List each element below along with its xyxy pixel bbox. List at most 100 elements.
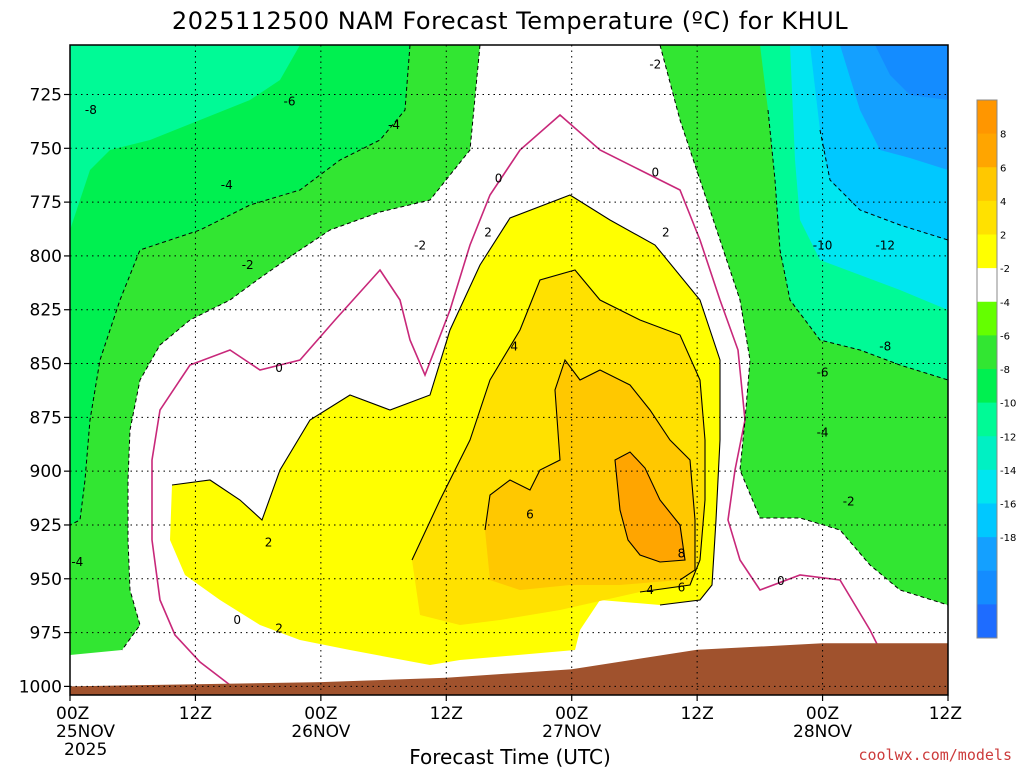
x-tick-label: 12Z [929, 704, 962, 724]
field-plus8 [615, 452, 685, 562]
contour-label: -4 [221, 178, 233, 192]
colorbar-swatch [977, 133, 997, 168]
isotherm-minus2-left [121, 45, 481, 651]
isotherm-eight [614, 451, 686, 563]
colorbar-swatch [977, 301, 997, 336]
contour-label: -6 [284, 94, 296, 108]
x-tick-label: 00Z [304, 704, 337, 724]
colorbar-label: -18 [1000, 533, 1016, 544]
y-tick-label: 850 [30, 355, 62, 375]
colorbar-swatch [977, 570, 997, 605]
contour-label: -2 [242, 258, 254, 272]
grid-lines [70, 45, 948, 695]
contour-label: -10 [813, 238, 833, 252]
contour-label: 2 [275, 622, 283, 636]
y-tick-label: 775 [30, 193, 62, 213]
colorbar-swatch [977, 469, 997, 504]
colorbar-swatch [977, 604, 997, 639]
y-tick-label: 1000 [19, 677, 62, 697]
field-minus16-right [875, 45, 948, 100]
x-tick-label: 12Z [179, 704, 212, 724]
contour-label: 0 [233, 613, 241, 627]
isotherm-minus8-right [767, 109, 948, 381]
colorbar-label: 6 [1000, 163, 1006, 174]
y-tick-label: 950 [30, 570, 62, 590]
contour-label: -2 [414, 238, 426, 252]
plot-frame [69, 44, 949, 696]
isotherm-six [484, 358, 696, 581]
contour-label: 0 [275, 361, 283, 375]
colorbar-label: -4 [1000, 298, 1010, 309]
contour-label: 2 [662, 226, 670, 240]
y-tick-label: 875 [30, 408, 62, 428]
colorbar-swatch [977, 100, 997, 135]
contour-label: 0 [777, 574, 785, 588]
y-tick-label: 900 [30, 462, 62, 482]
colorbar-frame [976, 99, 998, 639]
contour-label: 2 [265, 535, 273, 549]
x-tick-year: 2025 [64, 740, 107, 760]
colorbar-label: -6 [1000, 331, 1010, 342]
contour-label: -8 [85, 103, 97, 117]
isotherm-zero-left [151, 113, 881, 686]
x-tick-label: 00Z [56, 704, 89, 724]
colorbar-swatch [977, 503, 997, 538]
contour-label: 8 [678, 546, 686, 560]
colorbar-label: -8 [1000, 365, 1010, 376]
x-axis-label: Forecast Time (UTC) [409, 745, 611, 768]
field-minus8-left [70, 45, 300, 230]
contour-label: 4 [646, 583, 654, 597]
colorbar-label: -2 [1000, 264, 1010, 275]
isotherm-minus2-right [659, 45, 948, 606]
colorbar-label: 8 [1000, 130, 1006, 141]
contour-label: 0 [495, 172, 503, 186]
y-tick-label: 800 [30, 247, 62, 267]
colorbar-swatch [977, 335, 997, 370]
colorbar-swatch [977, 268, 997, 303]
y-tick-label: 750 [30, 139, 62, 159]
colorbar-swatch [977, 537, 997, 572]
contour-label: -12 [875, 238, 895, 252]
contour-label: 2 [484, 226, 492, 240]
contour-labels: -8 -6 -4 -4 -2 -2 -2 0 0 0 0 0 2 2 2 2 4 4 6 6 8 -10 -12 -8 -6 -4… [71, 58, 895, 636]
isotherm-two [171, 194, 721, 606]
x-tick-label: 00Z [555, 704, 588, 724]
terrain-surface [70, 643, 948, 695]
y-tick-label: 725 [30, 86, 62, 106]
colorbar-label: 4 [1000, 197, 1006, 208]
colorbar-swatch [977, 436, 997, 471]
x-tick-label: 12Z [430, 704, 463, 724]
colorbar-label: 2 [1000, 231, 1006, 242]
contour-label: 4 [510, 340, 518, 354]
x-tick-day: 25NOV [56, 722, 115, 742]
colorbar-swatch [977, 200, 997, 235]
colorbar-label: -12 [1000, 432, 1016, 443]
colorbar-swatch [977, 167, 997, 202]
contour-label: -2 [843, 495, 855, 509]
y-tick-label: 825 [30, 301, 62, 321]
y-tick-label: 975 [30, 624, 62, 644]
y-tick-label: 925 [30, 516, 62, 536]
x-tick-day: 26NOV [291, 722, 350, 742]
colorbar-label: -10 [1000, 399, 1016, 410]
x-tick-day: 28NOV [793, 722, 852, 742]
contour-label: 0 [652, 165, 660, 179]
contour-label: -4 [388, 118, 400, 132]
contour-label: -4 [817, 426, 829, 440]
x-tick-label: 00Z [806, 704, 839, 724]
y-axis: 725 750 775 800 825 850 875 900 925 950 975 1000 [19, 86, 70, 697]
contour-label: -6 [817, 365, 829, 379]
contour-label: -2 [649, 58, 661, 72]
x-tick-label: 12Z [681, 704, 714, 724]
colorbar-swatch [977, 369, 997, 404]
x-tick-day: 27NOV [542, 722, 601, 742]
field-minus6-left [70, 45, 410, 525]
colorbar-swatch [977, 402, 997, 437]
contour-label: -4 [71, 555, 83, 569]
credit-text: coolwx.com/models [858, 746, 1012, 764]
plot-area [70, 45, 948, 695]
contour-label: -8 [879, 340, 891, 354]
contour-label: 6 [678, 581, 686, 595]
chart-title: 2025112500 NAM Forecast Temperature (ºC)… [172, 7, 848, 35]
